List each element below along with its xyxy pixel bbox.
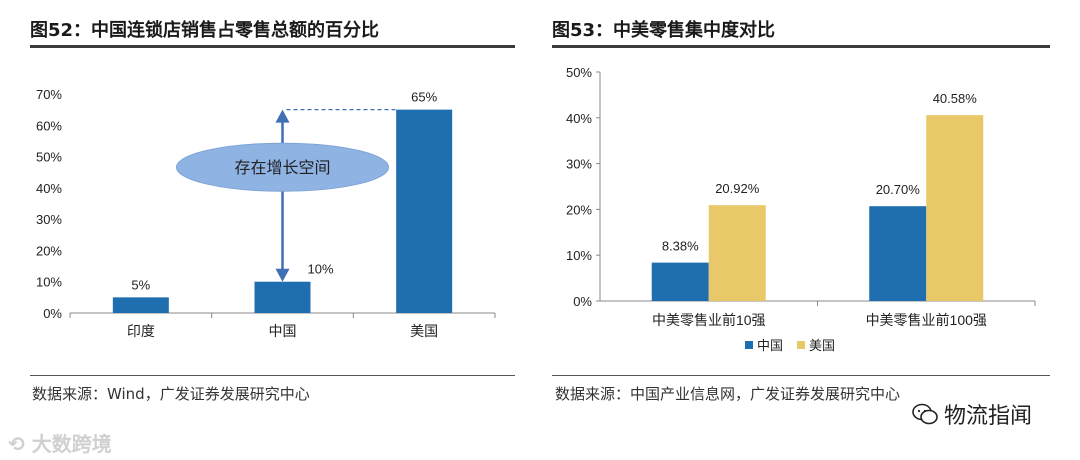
y-tick-label: 20% — [566, 202, 592, 217]
data-label: 10% — [307, 262, 333, 277]
left-title-rule — [30, 45, 515, 48]
annotation-text: 存在增长空间 — [234, 159, 330, 177]
legend-swatch — [745, 341, 753, 349]
arrow-head-down-icon — [275, 268, 290, 282]
right-figure-title: 图53：中美零售集中度对比 — [552, 20, 776, 41]
data-label: 65% — [411, 90, 437, 105]
legend-label: 美国 — [809, 338, 835, 353]
watermark-left-text: 大数跨境 — [31, 432, 112, 456]
right-title-rule — [552, 45, 1050, 48]
annotation-ellipse — [176, 142, 389, 192]
y-tick-label: 50% — [566, 65, 592, 80]
arrow-head-up-icon — [275, 109, 290, 123]
y-tick-label: 20% — [36, 243, 62, 258]
y-tick-label: 40% — [36, 181, 62, 196]
right-source-rule — [552, 375, 1050, 376]
x-tick-label: 中国 — [269, 323, 297, 339]
left-source-rule — [30, 375, 515, 376]
y-tick-label: 60% — [36, 118, 62, 133]
x-tick-label: 美国 — [410, 323, 438, 339]
legend-swatch — [797, 341, 805, 349]
data-label: 40.58% — [933, 91, 978, 106]
left-bar-chart: 0% 10% 20% 30% 40% 50% 60% 70% 5% 印度 10% 中国 65% 美国 存在增… — [36, 87, 496, 339]
bar — [112, 297, 169, 313]
y-tick-label: 50% — [36, 150, 62, 165]
y-tick-label: 40% — [566, 111, 592, 126]
right-source: 数据来源：中国产业信息网，广发证券发展研究中心 — [555, 385, 901, 403]
y-tick-label: 30% — [566, 157, 592, 172]
bar — [869, 206, 927, 301]
x-tick-label: 印度 — [127, 323, 155, 339]
bar — [708, 205, 766, 301]
bar — [396, 109, 453, 313]
y-tick-label: 30% — [36, 212, 62, 227]
wechat-icon — [912, 403, 938, 425]
watermark-left-icon: ⟲ — [8, 432, 25, 456]
left-source: 数据来源：Wind，广发证券发展研究中心 — [32, 385, 310, 403]
bar — [926, 115, 984, 301]
watermark-right-text: 物流指闻 — [944, 404, 1033, 429]
left-figure-title: 图52：中国连锁店销售占零售总额的百分比 — [30, 20, 380, 41]
x-tick-label: 中美零售业前100强 — [866, 312, 987, 328]
right-bar-chart: 0% 10% 20% 30% 40% 50% 8.38% 20.92% 中美零售业前10强 20.… — [566, 65, 1036, 353]
data-label: 5% — [131, 277, 150, 292]
data-label: 20.92% — [715, 181, 760, 196]
y-tick-label: 10% — [566, 248, 592, 263]
data-label: 8.38% — [662, 239, 699, 254]
bar — [254, 281, 311, 313]
y-tick-label: 10% — [36, 275, 62, 290]
y-tick-label: 0% — [573, 294, 592, 309]
bar — [651, 262, 709, 301]
data-label: 20.70% — [876, 182, 921, 197]
x-tick-label: 中美零售业前10强 — [652, 312, 766, 328]
watermark-left: ⟲ 大数跨境 — [8, 428, 112, 457]
y-tick-label: 0% — [43, 306, 62, 321]
legend-label: 中国 — [757, 338, 783, 353]
y-tick-label: 70% — [36, 87, 62, 102]
watermark-right: 物流指闻 — [912, 398, 1032, 430]
